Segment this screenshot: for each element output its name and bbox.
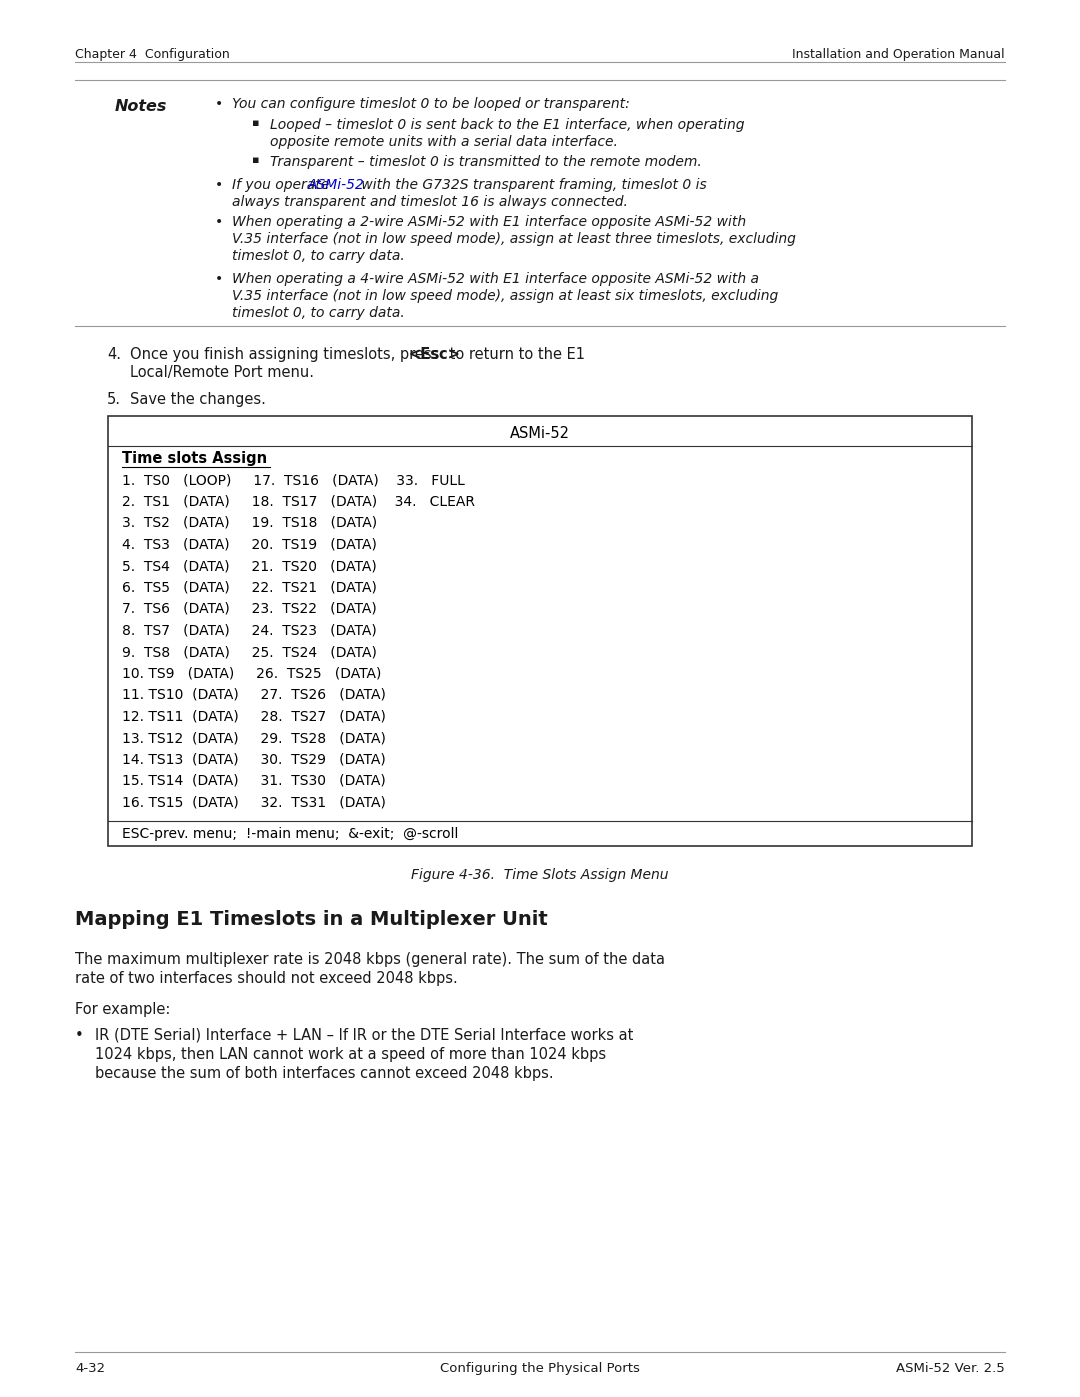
Text: For example:: For example: [75, 1002, 171, 1017]
Text: When operating a 4-wire ASMi-52 with E1 interface opposite ASMi-52 with a: When operating a 4-wire ASMi-52 with E1 … [232, 272, 759, 286]
Text: 6.  TS5   (DATA)     22.  TS21   (DATA): 6. TS5 (DATA) 22. TS21 (DATA) [122, 581, 377, 595]
Text: •: • [215, 215, 224, 229]
Text: ASMi-52: ASMi-52 [308, 177, 365, 191]
Bar [108, 416, 972, 847]
Text: <Esc>: <Esc> [408, 346, 460, 362]
Text: 10. TS9   (DATA)     26.  TS25   (DATA): 10. TS9 (DATA) 26. TS25 (DATA) [122, 666, 381, 680]
Text: •: • [75, 1028, 84, 1044]
Text: You can configure timeslot 0 to be looped or transparent:: You can configure timeslot 0 to be loope… [232, 96, 630, 110]
Text: always transparent and timeslot 16 is always connected.: always transparent and timeslot 16 is al… [232, 196, 627, 210]
Text: If you operate: If you operate [232, 177, 334, 191]
Text: Notes: Notes [114, 99, 167, 115]
Text: Time slots Assign: Time slots Assign [122, 451, 267, 467]
Text: ASMi-52: ASMi-52 [510, 426, 570, 441]
Text: Chapter 4  Configuration: Chapter 4 Configuration [75, 47, 230, 61]
Text: 5.: 5. [107, 393, 121, 407]
Text: 12. TS11  (DATA)     28.  TS27   (DATA): 12. TS11 (DATA) 28. TS27 (DATA) [122, 710, 386, 724]
Text: 1.  TS0   (LOOP)     17.  TS16   (DATA)    33.   FULL: 1. TS0 (LOOP) 17. TS16 (DATA) 33. FULL [122, 474, 464, 488]
Text: ▪: ▪ [252, 117, 259, 129]
Text: Local/Remote Port menu.: Local/Remote Port menu. [130, 365, 314, 380]
Text: IR (DTE Serial) Interface + LAN – If IR or the DTE Serial Interface works at: IR (DTE Serial) Interface + LAN – If IR … [95, 1028, 633, 1044]
Text: 2.  TS1   (DATA)     18.  TS17   (DATA)    34.   CLEAR: 2. TS1 (DATA) 18. TS17 (DATA) 34. CLEAR [122, 495, 475, 509]
Text: 9.  TS8   (DATA)     25.  TS24   (DATA): 9. TS8 (DATA) 25. TS24 (DATA) [122, 645, 377, 659]
Text: 4.: 4. [107, 346, 121, 362]
Text: 16. TS15  (DATA)     32.  TS31   (DATA): 16. TS15 (DATA) 32. TS31 (DATA) [122, 795, 386, 809]
Text: V.35 interface (not in low speed mode), assign at least three timeslots, excludi: V.35 interface (not in low speed mode), … [232, 232, 796, 246]
Text: timeslot 0, to carry data.: timeslot 0, to carry data. [232, 306, 405, 320]
Text: with the G732S transparent framing, timeslot 0 is: with the G732S transparent framing, time… [357, 177, 706, 191]
Text: 4-32: 4-32 [75, 1362, 105, 1375]
Text: timeslot 0, to carry data.: timeslot 0, to carry data. [232, 249, 405, 263]
Text: Once you finish assigning timeslots, press: Once you finish assigning timeslots, pre… [130, 346, 444, 362]
Text: •: • [215, 96, 224, 110]
Text: to return to the E1: to return to the E1 [445, 346, 585, 362]
Text: Installation and Operation Manual: Installation and Operation Manual [793, 47, 1005, 61]
Text: •: • [215, 272, 224, 286]
Text: ESC-prev. menu;  !-main menu;  &-exit;  @-scroll: ESC-prev. menu; !-main menu; &-exit; @-s… [122, 827, 458, 841]
Text: ASMi-52 Ver. 2.5: ASMi-52 Ver. 2.5 [896, 1362, 1005, 1375]
Text: V.35 interface (not in low speed mode), assign at least six timeslots, excluding: V.35 interface (not in low speed mode), … [232, 289, 779, 303]
Text: Figure 4-36.  Time Slots Assign Menu: Figure 4-36. Time Slots Assign Menu [411, 868, 669, 882]
Text: 14. TS13  (DATA)     30.  TS29   (DATA): 14. TS13 (DATA) 30. TS29 (DATA) [122, 753, 386, 767]
Text: 13. TS12  (DATA)     29.  TS28   (DATA): 13. TS12 (DATA) 29. TS28 (DATA) [122, 731, 386, 745]
Text: because the sum of both interfaces cannot exceed 2048 kbps.: because the sum of both interfaces canno… [95, 1066, 554, 1081]
Text: 7.  TS6   (DATA)     23.  TS22   (DATA): 7. TS6 (DATA) 23. TS22 (DATA) [122, 602, 377, 616]
Text: rate of two interfaces should not exceed 2048 kbps.: rate of two interfaces should not exceed… [75, 971, 458, 986]
Text: 15. TS14  (DATA)     31.  TS30   (DATA): 15. TS14 (DATA) 31. TS30 (DATA) [122, 774, 386, 788]
Text: 3.  TS2   (DATA)     19.  TS18   (DATA): 3. TS2 (DATA) 19. TS18 (DATA) [122, 515, 377, 529]
Text: 8.  TS7   (DATA)     24.  TS23   (DATA): 8. TS7 (DATA) 24. TS23 (DATA) [122, 623, 377, 637]
Text: 11. TS10  (DATA)     27.  TS26   (DATA): 11. TS10 (DATA) 27. TS26 (DATA) [122, 687, 386, 703]
Text: The maximum multiplexer rate is 2048 kbps (general rate). The sum of the data: The maximum multiplexer rate is 2048 kbp… [75, 951, 665, 967]
Text: •: • [215, 177, 224, 191]
Text: Transparent – timeslot 0 is transmitted to the remote modem.: Transparent – timeslot 0 is transmitted … [270, 155, 702, 169]
Text: When operating a 2-wire ASMi-52 with E1 interface opposite ASMi-52 with: When operating a 2-wire ASMi-52 with E1 … [232, 215, 746, 229]
Text: Save the changes.: Save the changes. [130, 393, 266, 407]
Text: Mapping E1 Timeslots in a Multiplexer Unit: Mapping E1 Timeslots in a Multiplexer Un… [75, 909, 548, 929]
Text: Configuring the Physical Ports: Configuring the Physical Ports [440, 1362, 640, 1375]
Text: Looped – timeslot 0 is sent back to the E1 interface, when operating: Looped – timeslot 0 is sent back to the … [270, 117, 744, 131]
Text: 4.  TS3   (DATA)     20.  TS19   (DATA): 4. TS3 (DATA) 20. TS19 (DATA) [122, 538, 377, 552]
Text: ▪: ▪ [252, 155, 259, 165]
Text: 5.  TS4   (DATA)     21.  TS20   (DATA): 5. TS4 (DATA) 21. TS20 (DATA) [122, 559, 377, 573]
Text: 1024 kbps, then LAN cannot work at a speed of more than 1024 kbps: 1024 kbps, then LAN cannot work at a spe… [95, 1046, 606, 1062]
Text: opposite remote units with a serial data interface.: opposite remote units with a serial data… [270, 136, 618, 149]
